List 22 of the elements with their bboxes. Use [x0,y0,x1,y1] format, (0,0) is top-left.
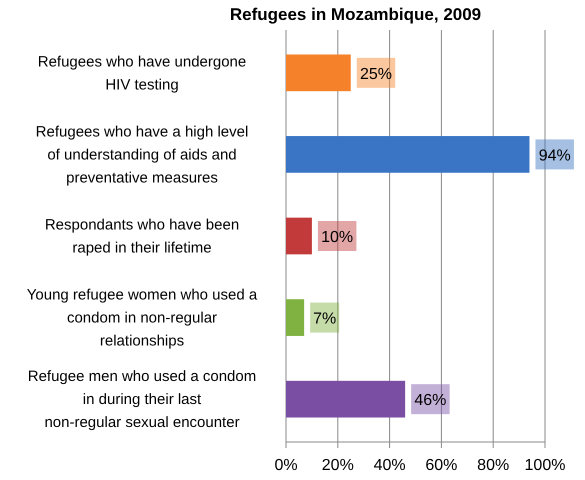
data-label: 46% [414,392,446,410]
y-tick-label: Respondants who have been raped in their lifetime [44,216,240,256]
x-tick-label: 20% [322,457,354,474]
data-label: 25% [360,66,392,83]
y-tick-label: Refugees who have a high level of understanding of aids and preventative measures [36,123,248,186]
x-tick-label: 80% [477,457,510,474]
bar [286,299,304,336]
bar [286,136,530,173]
data-label: 7% [313,310,336,328]
x-tick-label: 0% [274,457,298,474]
data-label: 94% [538,147,571,164]
data-label: 10% [321,229,354,246]
chart-title: Refugees in Mozambique, 2009 [230,5,482,24]
x-tick-label: 60% [425,457,458,474]
bar [286,218,312,254]
y-tick-label: Refugee men who used a condom in during their last non-regular sexual encounter [28,368,256,432]
y-tick-label: Refugees who have undergone HIV testing [38,53,246,94]
x-tick-label: 100% [524,457,566,474]
y-tick-label: Young refugee women who used a condom in non-regular relationships [26,286,258,350]
x-tick-label: 40% [374,457,406,474]
bar [286,54,351,92]
bar [286,380,406,418]
